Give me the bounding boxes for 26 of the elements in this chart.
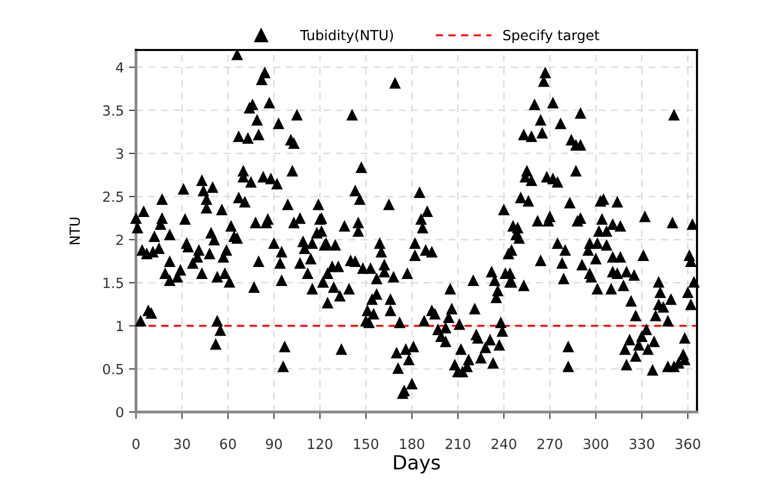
y-tick-label: 4: [116, 62, 124, 73]
x-tick-label: 180: [400, 438, 424, 450]
x-tick-label: 0: [132, 438, 140, 450]
x-tick-label: 60: [220, 438, 236, 450]
x-tick-label: 90: [266, 438, 282, 450]
x-tick-label: 240: [492, 438, 516, 450]
y-tick-label: 3: [116, 148, 124, 159]
y-tick-label: 3.5: [103, 105, 123, 116]
x-tick-label: 270: [538, 438, 562, 450]
x-tick-label: 360: [676, 438, 700, 450]
y-tick-label: 2.5: [103, 191, 123, 202]
x-tick-label: 150: [354, 438, 378, 450]
y-tick-label: 0.5: [103, 364, 123, 374]
legend-label: Specify target: [503, 30, 600, 44]
y-tick-label: 1: [116, 320, 123, 332]
y-tick-label: 0: [116, 406, 124, 418]
x-axis-title: Days: [394, 455, 440, 474]
x-tick-label: 120: [308, 438, 332, 450]
y-tick-label: 2: [116, 234, 123, 245]
x-tick-label: 210: [446, 438, 470, 450]
x-tick-label: 30: [174, 438, 190, 450]
x-tick-label: 300: [584, 438, 608, 450]
y-axis-title: NTU: [70, 218, 80, 244]
y-tick-label: 1.5: [104, 278, 123, 288]
legend-label: Tubidity(NTU): [300, 30, 393, 44]
x-tick-label: 330: [630, 438, 654, 450]
